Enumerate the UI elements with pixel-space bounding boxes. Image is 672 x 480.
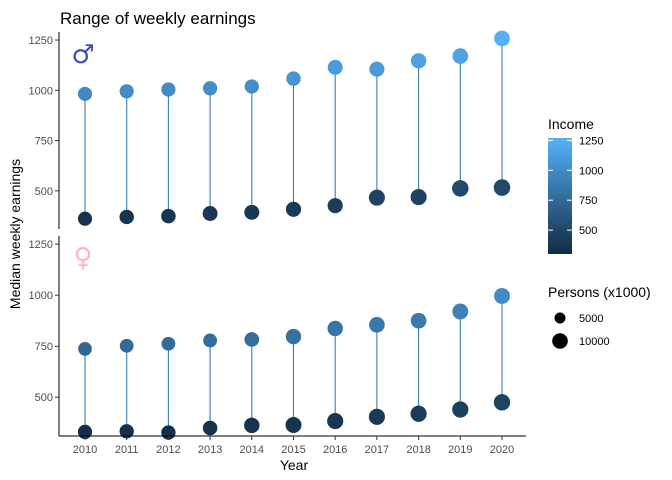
low-earnings-point — [119, 209, 134, 225]
low-earnings-point — [493, 179, 511, 196]
size-legend-title: Persons (x1000) — [548, 284, 651, 300]
high-earnings-point — [286, 71, 301, 86]
y-tick-label: 1000 — [29, 85, 53, 97]
male-symbol: ♂ — [71, 40, 94, 70]
size-legend-label: 5000 — [579, 313, 603, 325]
female-symbol: ♀ — [73, 243, 92, 273]
y-tick-label: 1000 — [29, 290, 53, 302]
color-tick-label: 1000 — [579, 165, 603, 177]
high-earnings-point — [452, 303, 469, 320]
low-earnings-point — [77, 211, 93, 226]
high-earnings-point — [285, 328, 302, 345]
low-earnings-point — [202, 420, 218, 436]
color-bar — [548, 138, 572, 254]
low-earnings-point — [161, 208, 176, 224]
legend: Income 500 750 1000 1250 Persons (x1000) 5000 1… — [548, 116, 651, 349]
panel-1: 500 750 1000 1250 ♂ — [29, 30, 511, 229]
high-earnings-point — [119, 338, 134, 353]
high-earnings-point — [77, 86, 93, 101]
color-tick-label: 750 — [579, 195, 597, 207]
high-earnings-point — [161, 336, 176, 351]
x-axis-title: Year — [280, 457, 309, 473]
high-earnings-point — [369, 316, 385, 333]
low-earnings-point — [119, 424, 134, 439]
chart-title: Range of weekly earnings — [60, 9, 256, 28]
high-earnings-point — [369, 61, 385, 77]
color-tick-label: 1250 — [579, 135, 603, 147]
color-tick-label: 500 — [579, 225, 597, 237]
low-earnings-point — [410, 405, 427, 422]
x-tick-label: 2016 — [323, 444, 347, 456]
y-axis-title: Median weekly earnings — [7, 159, 23, 309]
x-tick-label: 2011 — [115, 444, 139, 456]
y-tick-label: 1250 — [29, 239, 53, 251]
low-earnings-point — [77, 424, 93, 440]
low-earnings-point — [285, 201, 302, 217]
high-earnings-point — [244, 332, 260, 347]
x-tick-label: 2012 — [156, 444, 180, 456]
y-tick-label: 1250 — [29, 35, 53, 47]
x-axis: 2010 2011 2012 2013 2014 2015 2016 2017 2018 2019… — [59, 435, 526, 456]
low-earnings-point — [493, 394, 511, 411]
high-earnings-point — [119, 84, 134, 99]
x-tick-label: 2015 — [281, 444, 305, 456]
x-tick-label: 2013 — [198, 444, 222, 456]
x-tick-label: 2019 — [448, 444, 472, 456]
low-earnings-point — [368, 408, 385, 425]
high-earnings-point — [327, 59, 343, 75]
high-earnings-point — [494, 288, 510, 304]
low-earnings-point — [410, 188, 427, 206]
high-earnings-point — [244, 79, 259, 94]
y-tick-label: 500 — [35, 186, 53, 198]
high-earnings-point — [327, 320, 343, 337]
high-earnings-point — [202, 81, 218, 96]
x-tick-label: 2020 — [490, 444, 514, 456]
y-tick-label: 500 — [35, 392, 53, 404]
high-earnings-point — [78, 342, 92, 356]
color-legend-title: Income — [548, 116, 594, 132]
size-legend-label: 10000 — [579, 336, 610, 348]
high-earnings-point — [161, 82, 176, 97]
low-earnings-point — [327, 413, 344, 430]
x-tick-label: 2014 — [240, 444, 264, 456]
low-earnings-point — [452, 180, 469, 197]
low-earnings-point — [244, 417, 260, 434]
low-earnings-point — [244, 204, 260, 220]
low-earnings-point — [202, 206, 218, 222]
low-earnings-point — [327, 198, 343, 214]
low-earnings-point — [452, 401, 469, 418]
high-earnings-point — [410, 53, 427, 69]
size-legend-key — [552, 333, 568, 349]
low-earnings-point — [285, 416, 302, 433]
y-tick-label: 750 — [35, 136, 53, 148]
high-earnings-point — [452, 48, 469, 64]
low-earnings-point — [368, 189, 385, 206]
high-earnings-point — [410, 312, 427, 329]
y-tick-label: 750 — [35, 341, 53, 353]
x-tick-label: 2018 — [406, 444, 430, 456]
panel-2: 500 750 1000 1250 ♀ — [29, 236, 511, 440]
high-earnings-point — [494, 30, 510, 47]
size-legend-key — [554, 312, 566, 324]
x-tick-label: 2010 — [73, 444, 97, 456]
high-earnings-point — [203, 333, 218, 348]
x-tick-label: 2017 — [365, 444, 389, 456]
